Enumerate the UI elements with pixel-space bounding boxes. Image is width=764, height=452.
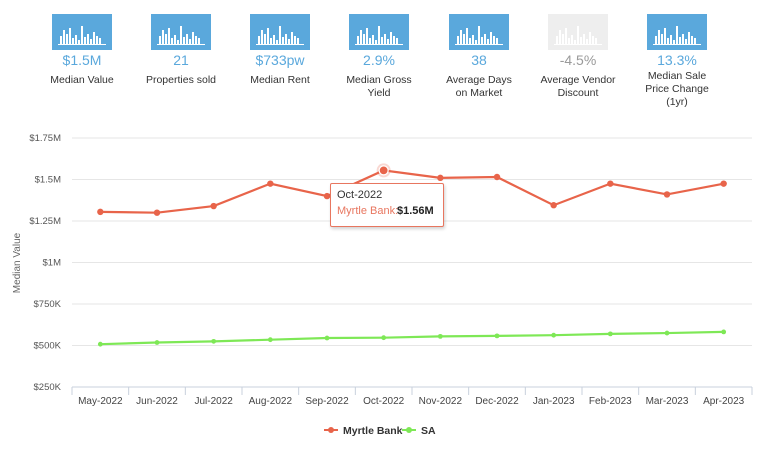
y-tick-label: $500K	[34, 341, 62, 352]
legend-swatch-dot	[328, 427, 334, 433]
x-tick-label: Aug-2022	[249, 396, 293, 407]
stat-label: Properties sold	[145, 74, 217, 86]
legend-swatch-dot	[406, 427, 412, 433]
x-tick-label: Apr-2023	[703, 396, 745, 407]
median-value-chart: $250K $500K $750K $1M $1.25M $1.5M $1.75M May-2…	[12, 133, 753, 437]
legend-label: SA	[421, 425, 436, 437]
bar-chart-icon	[52, 14, 112, 50]
series-0-point	[550, 202, 557, 209]
tooltip-date: Oct-2022	[337, 189, 383, 201]
chart-tooltip: Oct-2022 Myrtle Bank: $1.56M	[330, 183, 444, 227]
x-tick-label: Feb-2023	[589, 396, 632, 407]
stat-label: Average Days on Market	[446, 74, 512, 99]
x-tick-label: Nov-2022	[419, 396, 463, 407]
series-0-point	[493, 173, 501, 181]
tooltip-value: $1.56M	[397, 205, 434, 217]
series-0-point	[607, 180, 614, 187]
series-0-point	[663, 191, 671, 198]
stat-4: 38 Average Days on Market	[429, 14, 529, 100]
series-1-point	[97, 341, 103, 347]
series-0-point	[267, 180, 274, 187]
x-tick-label: Oct-2022	[363, 396, 405, 407]
x-tick-label: Dec-2022	[475, 396, 519, 407]
series-0-point	[97, 208, 104, 216]
series-0-point	[210, 202, 217, 210]
series-0-point	[720, 180, 727, 187]
series-1-point	[267, 337, 273, 343]
x-tick-label: Mar-2023	[646, 396, 689, 407]
y-tick-label: $1.25M	[29, 216, 61, 227]
stat-6: 13.3% Median Sale Price Change (1yr)	[627, 14, 727, 109]
stat-value: 21	[173, 52, 189, 68]
stat-value: 2.9%	[363, 52, 395, 68]
series-1-point	[381, 335, 387, 341]
y-tick-label: $1.75M	[29, 133, 61, 144]
hover-point	[378, 165, 389, 176]
series-1-point	[154, 340, 160, 345]
series-1-point	[437, 333, 443, 339]
stat-2: $733pw Median Rent	[230, 14, 330, 87]
series-1-point	[607, 331, 613, 337]
stat-5: -4.5% Average Vendor Discount	[528, 14, 628, 100]
series-line-0	[100, 169, 724, 214]
stats-row: $1.5M Median Value 21 Properties sold $733pw…	[0, 0, 764, 120]
stat-1: 21 Properties sold	[131, 14, 231, 87]
stat-value: $1.5M	[62, 52, 102, 68]
stat-3: 2.9% Median Gross Yield	[329, 14, 429, 100]
stat-value: 13.3%	[657, 52, 697, 68]
series-line-1	[100, 330, 724, 346]
bar-chart-icon	[250, 14, 310, 50]
series-0-point	[153, 209, 161, 216]
x-tick-label: Jul-2022	[194, 396, 233, 407]
bar-chart-icon	[647, 14, 707, 50]
x-tick-label: May-2022	[78, 396, 123, 407]
y-axis-title: Median Value	[12, 232, 23, 293]
x-tick-label: Sep-2022	[305, 396, 349, 407]
bar-chart-icon	[349, 14, 409, 50]
y-tick-label: $1M	[43, 258, 62, 269]
stat-label: Median Rent	[250, 74, 310, 86]
bar-chart-icon	[151, 14, 211, 50]
stat-value: $733pw	[255, 52, 305, 68]
series-0-point	[323, 192, 331, 200]
bar-chart-icon	[449, 14, 509, 50]
bar-chart-icon	[548, 14, 608, 50]
y-tick-label: $250K	[34, 382, 62, 393]
stat-label: Median Value	[50, 74, 114, 86]
stat-label: Average Vendor Discount	[540, 74, 616, 99]
legend-label: Myrtle Bank	[343, 425, 403, 437]
series-1-point	[721, 329, 727, 335]
tooltip-series-name: Myrtle Bank:	[337, 205, 399, 217]
stat-label: Median Sale Price Change (1yr)	[645, 70, 709, 108]
series-1-point	[211, 338, 217, 344]
y-tick-label: $1.5M	[35, 175, 61, 186]
series-0-point	[437, 174, 444, 182]
stat-label: Median Gross Yield	[346, 74, 412, 99]
x-tick-label: Jan-2023	[533, 396, 575, 407]
series-1-point	[551, 332, 557, 338]
stat-0: $1.5M Median Value	[32, 14, 132, 87]
series-1-point	[664, 330, 670, 336]
series-1-point	[324, 335, 330, 341]
y-tick-label: $750K	[34, 299, 62, 310]
stat-value: 38	[471, 52, 487, 68]
x-tick-label: Jun-2022	[136, 396, 178, 407]
stat-value: -4.5%	[559, 52, 597, 68]
series-1-point	[494, 333, 500, 339]
